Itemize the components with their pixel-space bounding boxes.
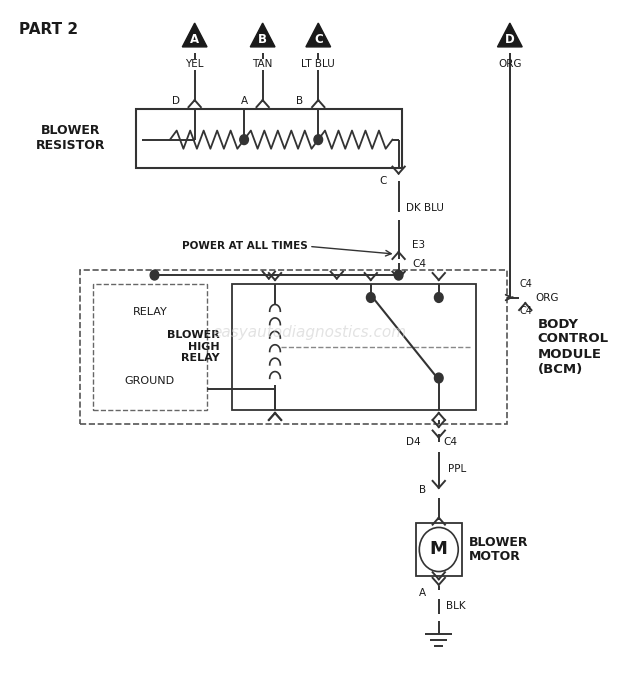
Bar xyxy=(136,108,402,168)
Circle shape xyxy=(366,293,375,302)
Text: PART 2: PART 2 xyxy=(19,22,78,37)
Polygon shape xyxy=(250,23,275,47)
Text: ORG: ORG xyxy=(536,293,559,302)
Circle shape xyxy=(314,134,323,144)
Text: DK BLU: DK BLU xyxy=(406,203,444,213)
Bar xyxy=(93,284,207,409)
Text: PPL: PPL xyxy=(448,464,467,474)
Text: BLOWER
RESISTOR: BLOWER RESISTOR xyxy=(36,125,106,153)
Bar xyxy=(80,270,507,424)
Text: YEL: YEL xyxy=(185,60,204,69)
Text: GROUND: GROUND xyxy=(125,377,175,386)
Circle shape xyxy=(394,270,403,280)
Text: BLOWER
HIGH
RELAY: BLOWER HIGH RELAY xyxy=(167,330,219,363)
Text: E3: E3 xyxy=(412,240,425,250)
Text: easyautodiagnostics.com: easyautodiagnostics.com xyxy=(212,325,406,340)
Text: C4: C4 xyxy=(519,306,532,316)
Text: C: C xyxy=(314,33,323,46)
Text: A: A xyxy=(190,33,199,46)
Polygon shape xyxy=(182,23,207,47)
Text: ORG: ORG xyxy=(498,60,522,69)
Text: C4: C4 xyxy=(444,438,458,447)
Text: B: B xyxy=(258,33,267,46)
Circle shape xyxy=(434,373,443,383)
Text: A: A xyxy=(419,588,426,598)
Text: RELAY: RELAY xyxy=(132,307,167,316)
Polygon shape xyxy=(306,23,331,47)
Bar xyxy=(416,524,462,575)
Text: BLK: BLK xyxy=(446,601,466,611)
Polygon shape xyxy=(497,23,522,47)
Text: C: C xyxy=(379,176,386,186)
Text: TAN: TAN xyxy=(253,60,273,69)
Circle shape xyxy=(240,134,248,144)
Text: C4: C4 xyxy=(519,279,532,289)
Text: C4: C4 xyxy=(412,259,426,269)
Text: BODY
CONTROL
MODULE
(BCM): BODY CONTROL MODULE (BCM) xyxy=(538,318,609,375)
Text: M: M xyxy=(430,540,447,559)
Bar xyxy=(232,284,476,409)
Text: BLOWER
MOTOR: BLOWER MOTOR xyxy=(470,536,529,564)
Text: D: D xyxy=(505,33,515,46)
Text: LT BLU: LT BLU xyxy=(302,60,335,69)
Circle shape xyxy=(419,528,458,571)
Text: D4: D4 xyxy=(405,438,420,447)
Text: B: B xyxy=(296,96,303,106)
Text: B: B xyxy=(419,485,426,495)
Text: POWER AT ALL TIMES: POWER AT ALL TIMES xyxy=(182,241,308,251)
Text: A: A xyxy=(240,96,248,106)
Circle shape xyxy=(434,293,443,302)
Circle shape xyxy=(150,270,159,280)
Text: D: D xyxy=(172,96,180,106)
